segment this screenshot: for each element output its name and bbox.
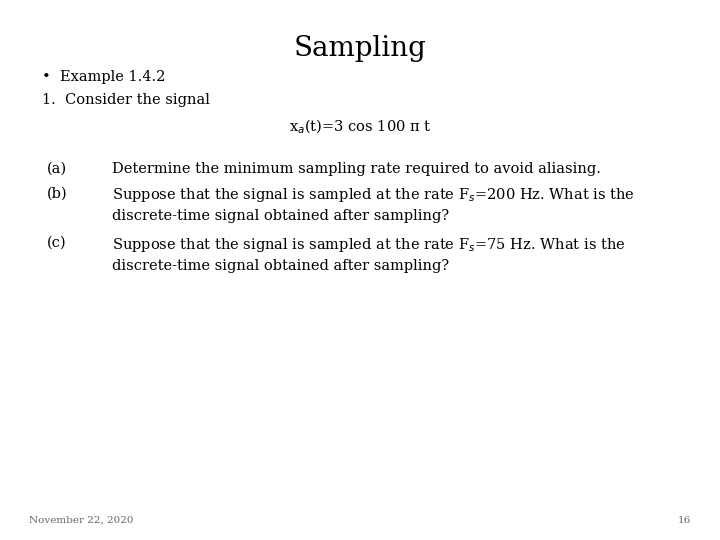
- Text: (c): (c): [47, 236, 66, 250]
- Text: •  Example 1.4.2: • Example 1.4.2: [42, 70, 165, 84]
- Text: discrete-time signal obtained after sampling?: discrete-time signal obtained after samp…: [112, 259, 449, 273]
- Text: (b): (b): [47, 186, 68, 200]
- Text: (a): (a): [47, 162, 67, 176]
- Text: 16: 16: [678, 516, 691, 525]
- Text: Suppose that the signal is sampled at the rate F$_s$=75 Hz. What is the: Suppose that the signal is sampled at th…: [112, 236, 625, 254]
- Text: x$_a$(t)=3 cos 100 π t: x$_a$(t)=3 cos 100 π t: [289, 118, 431, 136]
- Text: November 22, 2020: November 22, 2020: [29, 516, 133, 525]
- Text: discrete-time signal obtained after sampling?: discrete-time signal obtained after samp…: [112, 209, 449, 223]
- Text: Determine the minimum sampling rate required to avoid aliasing.: Determine the minimum sampling rate requ…: [112, 162, 600, 176]
- Text: Suppose that the signal is sampled at the rate F$_s$=200 Hz. What is the: Suppose that the signal is sampled at th…: [112, 186, 634, 204]
- Text: Sampling: Sampling: [294, 35, 426, 62]
- Text: 1.  Consider the signal: 1. Consider the signal: [42, 93, 210, 107]
